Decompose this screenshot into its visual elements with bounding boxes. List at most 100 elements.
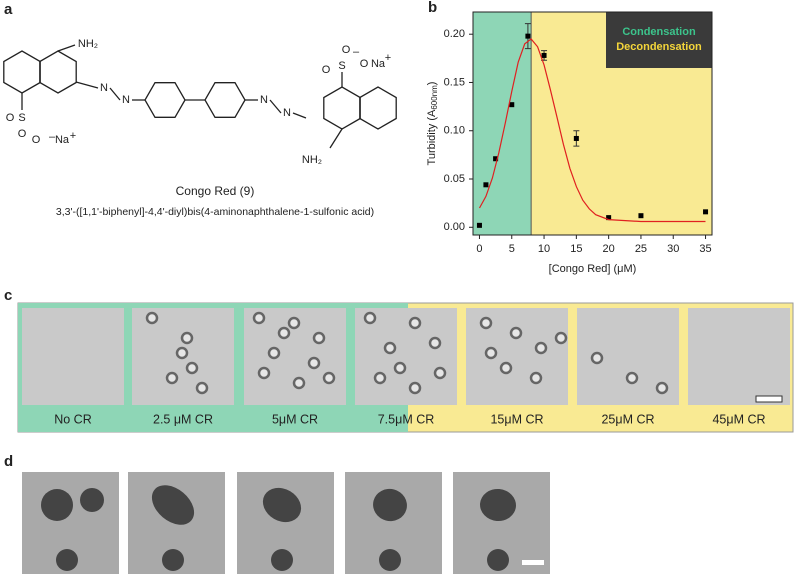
droplet bbox=[145, 311, 159, 325]
droplet bbox=[80, 488, 104, 512]
atom-label: O bbox=[6, 112, 15, 124]
droplet bbox=[408, 381, 422, 395]
data-point bbox=[493, 156, 499, 162]
atom-label: + bbox=[385, 52, 391, 64]
droplet bbox=[408, 316, 422, 330]
micrograph-label: 7.5μM CR bbox=[378, 412, 435, 426]
micrograph bbox=[355, 308, 457, 405]
y-tick-label: 0.15 bbox=[444, 76, 465, 88]
panel-label: a bbox=[4, 1, 13, 18]
droplet bbox=[534, 341, 548, 355]
micrograph-label: 45μM CR bbox=[712, 412, 765, 426]
bond bbox=[292, 112, 307, 119]
droplet bbox=[165, 371, 179, 385]
micrograph-label: No CR bbox=[54, 412, 92, 426]
droplet bbox=[195, 381, 209, 395]
bond bbox=[75, 81, 99, 89]
x-tick-label: 5 bbox=[509, 243, 515, 255]
chart: Condensation Decondensation 0 5 10 15 20 25 30 35… bbox=[426, 11, 713, 275]
y-tick-label: 0.00 bbox=[444, 221, 465, 233]
atom-label: Na bbox=[55, 134, 70, 146]
atom-label: O bbox=[360, 58, 369, 70]
data-point bbox=[483, 182, 489, 188]
droplet bbox=[373, 371, 387, 385]
x-tick-label: 30 bbox=[667, 243, 679, 255]
ring bbox=[204, 82, 246, 118]
atom-label: – bbox=[353, 46, 360, 58]
panel-label: d bbox=[4, 453, 13, 470]
droplet bbox=[262, 487, 302, 523]
bond bbox=[109, 87, 121, 101]
atom-label: NH₂ bbox=[302, 154, 322, 166]
panel-label: c bbox=[4, 287, 12, 304]
droplet bbox=[307, 356, 321, 370]
droplet bbox=[175, 346, 189, 360]
scale-bar bbox=[522, 560, 544, 565]
atom-label: N bbox=[122, 94, 130, 106]
fit-line bbox=[478, 38, 706, 223]
atom-label: S bbox=[338, 60, 345, 72]
droplet bbox=[162, 549, 184, 571]
droplet bbox=[267, 346, 281, 360]
scale-bar bbox=[755, 395, 783, 403]
x-tick-label: 10 bbox=[538, 243, 550, 255]
legend-box bbox=[606, 12, 712, 68]
droplet bbox=[509, 326, 523, 340]
droplet bbox=[655, 381, 669, 395]
droplet bbox=[529, 371, 543, 385]
droplet bbox=[393, 361, 407, 375]
droplet bbox=[428, 336, 442, 350]
droplet bbox=[252, 311, 266, 325]
legend-entry: Condensation bbox=[622, 26, 696, 38]
atom-label: O bbox=[322, 64, 331, 76]
x-axis-title: [Congo Red] (μM) bbox=[549, 263, 637, 275]
micrograph-label: 25μM CR bbox=[601, 412, 654, 426]
droplet bbox=[287, 316, 301, 330]
data-point bbox=[509, 102, 515, 108]
droplet bbox=[480, 488, 516, 522]
ring bbox=[359, 86, 397, 130]
x-tick-label: 35 bbox=[699, 243, 711, 255]
droplet bbox=[499, 361, 513, 375]
x-tick-label: 0 bbox=[476, 243, 482, 255]
data-point bbox=[573, 135, 579, 141]
micrograph-label: 15μM CR bbox=[490, 412, 543, 426]
micrograph-label: 5μM CR bbox=[272, 412, 318, 426]
micrograph-row: No CR 2.5 μM CR 5μM CR 7.5μM CR 15μM CR 25μM … bbox=[17, 302, 794, 433]
bond bbox=[329, 128, 343, 149]
data-point bbox=[525, 33, 531, 39]
data-point bbox=[476, 222, 482, 228]
region bbox=[473, 12, 532, 235]
droplet bbox=[271, 549, 293, 571]
data-point bbox=[541, 52, 547, 58]
droplet bbox=[56, 549, 78, 571]
plot-frame bbox=[472, 11, 713, 236]
y-tick-label: 0.05 bbox=[444, 173, 465, 185]
droplet bbox=[257, 366, 271, 380]
compound-name: Congo Red (9) bbox=[176, 184, 255, 198]
droplet bbox=[277, 326, 291, 340]
micrograph-label: 2.5 μM CR bbox=[153, 412, 213, 426]
y-axis-title-part: ) bbox=[426, 82, 438, 86]
droplet bbox=[625, 371, 639, 385]
x-tick-label: 25 bbox=[635, 243, 647, 255]
micrograph bbox=[688, 308, 790, 405]
atom-label: S bbox=[18, 112, 25, 124]
x-tick-label: 20 bbox=[603, 243, 615, 255]
droplet bbox=[41, 489, 73, 521]
atom-label: N bbox=[260, 94, 268, 106]
droplet bbox=[185, 361, 199, 375]
droplet bbox=[151, 485, 195, 525]
panel-label: b bbox=[428, 0, 437, 16]
legend-entry: Decondensation bbox=[616, 41, 702, 53]
bond bbox=[57, 44, 76, 52]
y-axis-title: Turbidity (A600nm) bbox=[426, 82, 439, 166]
droplet bbox=[554, 331, 568, 345]
atom-label: + bbox=[70, 130, 76, 142]
atom-label: O bbox=[18, 128, 27, 140]
droplet bbox=[363, 311, 377, 325]
ring bbox=[39, 50, 77, 94]
atom-label: NH₂ bbox=[78, 38, 98, 50]
y-axis-title-part: 600nm bbox=[430, 85, 439, 110]
